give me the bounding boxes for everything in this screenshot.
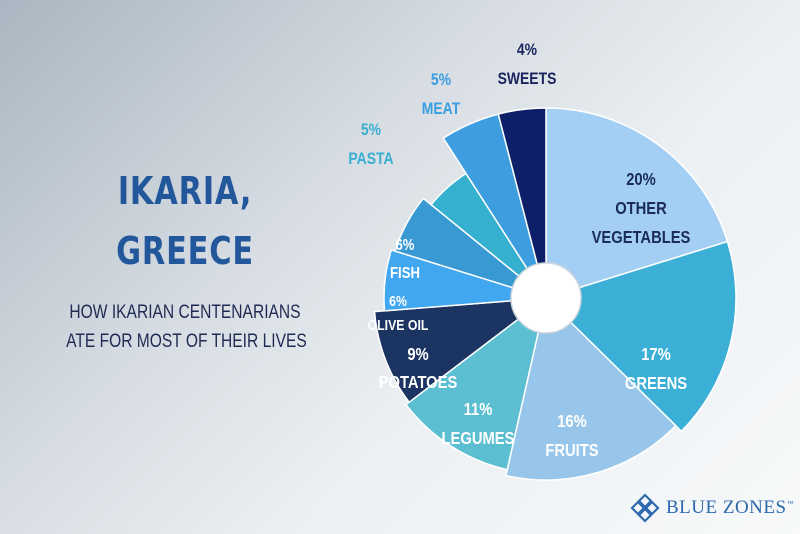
slice-percent: 16% [557, 412, 587, 432]
slice-percent: 6% [396, 237, 415, 254]
slice-label-fruits: 16% FRUITS [545, 412, 598, 461]
slice-name: MEAT [422, 100, 461, 119]
slice-label-pasta: 5% PASTA [348, 121, 393, 169]
slice-label-potatoes: 9% POTATOES [379, 345, 458, 393]
slice-name: OLIVE OIL [368, 317, 429, 333]
title-line-1: IKARIA, [117, 169, 253, 213]
pie-slice-potatoes [373, 297, 549, 404]
slice-percent: 5% [361, 121, 381, 140]
pie-slice-legumes [404, 296, 548, 471]
slice-name: OTHER [615, 199, 667, 219]
slice-percent: 20% [626, 170, 656, 190]
slice-name: VEGETABLES [592, 228, 691, 248]
slice-label-greens: 17% GREENS [625, 345, 687, 394]
pie-slice-other-vegetables [545, 107, 729, 300]
blue-zones-logo-icon [630, 493, 660, 523]
slice-percent: 17% [641, 345, 671, 365]
brand-logo: BLUE ZONES™ [630, 493, 794, 523]
slice-percent: 4% [517, 41, 537, 60]
slice-label-other-vegetables: 20% OTHER VEGETABLES [592, 170, 691, 248]
subtitle: HOW IKARIAN CENTENARIANS ATE FOR MOST OF… [66, 298, 307, 356]
title-line-2: GREECE [116, 229, 254, 273]
pie-slice-fish [394, 197, 547, 299]
pie-slice-olive-oil [383, 248, 547, 312]
slice-name: PASTA [348, 150, 393, 169]
pie-slice-fruits [505, 296, 677, 481]
slice-label-legumes: 11% LEGUMES [442, 400, 515, 449]
slice-name: POTATOES [379, 373, 458, 393]
slice-label-fish: 6% FISH [390, 237, 420, 282]
pie-center-hole [510, 262, 582, 334]
brand-name: BLUE ZONES™ [666, 497, 794, 518]
slice-percent: 11% [464, 400, 493, 420]
slice-name: SWEETS [498, 70, 557, 89]
slice-percent: 5% [431, 71, 451, 90]
slice-name: GREENS [625, 374, 687, 394]
slice-label-meat: 5% MEAT [422, 71, 461, 119]
slice-name: FISH [390, 265, 420, 282]
pie-slice-greens [544, 240, 737, 433]
slice-name: LEGUMES [442, 429, 515, 449]
slice-label-olive-oil: 6% OLIVE OIL [368, 293, 429, 333]
subtitle-line-1: HOW IKARIAN CENTENARIANS [69, 302, 301, 323]
title-block: IKARIA, GREECE HOW IKARIAN CENTENARIANS … [40, 172, 330, 356]
slice-percent: 9% [407, 345, 429, 365]
pie-slice-sweets [497, 107, 547, 299]
slice-name: FRUITS [545, 441, 598, 461]
slice-label-sweets: 4% SWEETS [498, 41, 557, 89]
subtitle-line-2: ATE FOR MOST OF THEIR LIVES [66, 331, 307, 352]
slice-percent: 6% [389, 293, 407, 309]
